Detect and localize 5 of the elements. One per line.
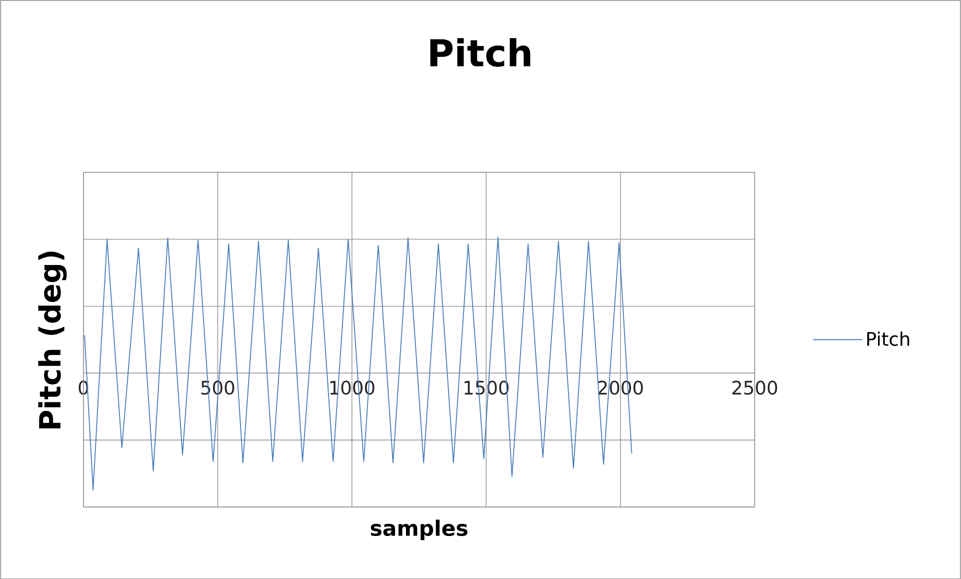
x-tick-label: 2500 (732, 380, 778, 395)
x-axis-title: samples (370, 519, 468, 540)
chart-title: Pitch (430, 38, 530, 67)
y-axis-title: Pitch (deg) (38, 251, 67, 428)
legend-label: Pitch (867, 331, 910, 346)
